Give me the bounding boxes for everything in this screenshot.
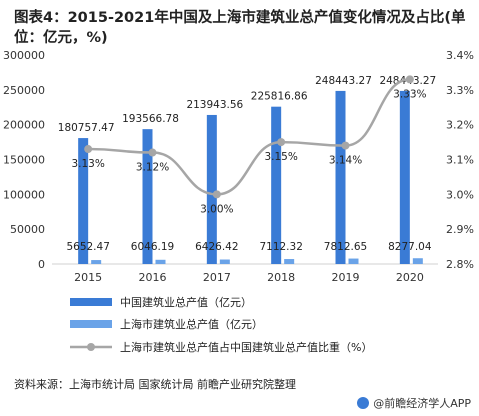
ratio-line (88, 78, 410, 196)
bar-china-value-label: 180757.47 (58, 122, 115, 134)
ratio-point (148, 148, 157, 157)
x-tick-label: 2020 (396, 271, 424, 284)
y-left-tick-label: 200000 (3, 119, 45, 132)
y-right-tick-label: 3.1% (446, 154, 474, 167)
bar-china-output (206, 114, 217, 264)
legend-label-china: 中国建筑业总产值（亿元） (120, 295, 252, 309)
bar-china-output (142, 129, 153, 264)
bar-china-value-label: 193566.78 (122, 113, 179, 125)
legend-swatch-shanghai (70, 320, 112, 328)
ratio-point (84, 145, 93, 154)
chart-title: 图表4：2015-2021年中国及上海市建筑业总产值变化情况及占比(单位：亿元，… (14, 10, 466, 46)
bar-shanghai-value-label: 6046.19 (131, 241, 174, 253)
bar-china-output (78, 138, 89, 264)
y-left-tick-label: 50000 (10, 223, 45, 236)
bar-china-value-label: 248443.27 (315, 75, 372, 87)
bar-shanghai-value-label: 7112.32 (259, 241, 302, 253)
x-tick-label: 2016 (139, 271, 167, 284)
bar-china-output (399, 90, 410, 265)
brand-logo-icon (357, 397, 370, 409)
y-left-tick-label: 250000 (3, 84, 45, 97)
y-left-tick-label: 100000 (3, 188, 45, 201)
x-tick-label: 2017 (203, 271, 231, 284)
bar-shanghai-output (348, 258, 359, 264)
bar-shanghai-value-label: 7812.65 (324, 241, 367, 253)
y-right-tick-label: 3.2% (446, 119, 474, 132)
bar-china-value-label: 213943.56 (186, 99, 243, 111)
bar-china-output (335, 90, 346, 265)
y-right-tick-label: 3.3% (446, 84, 474, 97)
bar-shanghai-output (284, 259, 295, 264)
bar-shanghai-output (412, 258, 423, 264)
bar-shanghai-output (91, 260, 102, 264)
ratio-value-label: 3.33% (393, 88, 426, 100)
ratio-point (405, 75, 414, 84)
x-tick-label: 2015 (74, 271, 102, 284)
ratio-value-label: 3.14% (329, 155, 362, 167)
brand-label: @前瞻经济学人APP (373, 397, 471, 410)
bar-shanghai-value-label: 6426.42 (195, 241, 238, 253)
y-right-tick-label: 3.4% (446, 49, 474, 62)
y-left-tick-label: 0 (38, 258, 45, 271)
bar-shanghai-value-label: 8277.04 (388, 241, 432, 253)
y-right-tick-label: 2.9% (446, 223, 474, 236)
x-tick-label: 2018 (267, 271, 295, 284)
bar-china-value-label: 225816.86 (251, 91, 308, 103)
x-tick-label: 2019 (332, 271, 360, 284)
brand-watermark: @前瞻经济学人APP (357, 395, 471, 411)
ratio-value-label: 3.13% (71, 158, 104, 170)
ratio-point (341, 141, 350, 150)
bar-shanghai-output (219, 259, 230, 264)
ratio-value-label: 3.12% (136, 162, 169, 174)
legend-swatch-china (70, 298, 112, 306)
ratio-point (212, 190, 221, 199)
ratio-point (277, 138, 286, 147)
y-right-tick-label: 3.0% (446, 188, 474, 201)
source-note: 资料来源：上海市统计局 国家统计局 前瞻产业研究院整理 (14, 378, 296, 391)
bar-shanghai-value-label: 5652.47 (66, 241, 109, 253)
y-left-tick-label: 300000 (3, 49, 45, 62)
y-left-tick-label: 150000 (3, 154, 45, 167)
legend-label-ratio: 上海市建筑业总产值占中国建筑业总产值比重（%） (120, 340, 372, 354)
ratio-value-label: 3.00% (200, 203, 233, 215)
ratio-value-label: 3.15% (264, 151, 297, 163)
bar-china-output (271, 106, 282, 264)
legend-swatch-ratio-marker (87, 343, 95, 351)
y-right-tick-label: 2.8% (446, 258, 474, 271)
bar-shanghai-output (155, 259, 166, 264)
legend-label-shanghai: 上海市建筑业总产值（亿元） (120, 317, 263, 331)
